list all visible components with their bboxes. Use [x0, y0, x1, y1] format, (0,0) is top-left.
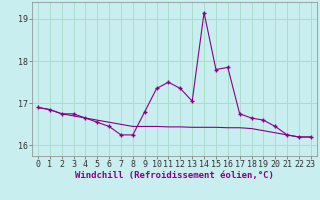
- X-axis label: Windchill (Refroidissement éolien,°C): Windchill (Refroidissement éolien,°C): [75, 171, 274, 180]
